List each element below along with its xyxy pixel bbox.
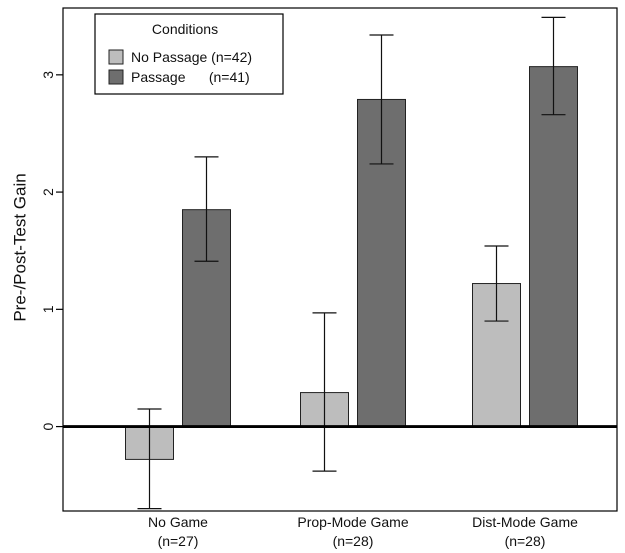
y-tick-label: 0 — [40, 422, 56, 430]
y-axis-label: Pre-/Post-Test Gain — [11, 173, 30, 321]
x-category-n: (n=28) — [333, 533, 374, 549]
bar — [529, 66, 578, 428]
legend-entry: No Passage (n=42) — [131, 49, 252, 65]
x-category-n: (n=28) — [505, 533, 546, 549]
x-category-label: No Game — [148, 514, 208, 530]
legend-swatch — [108, 69, 124, 85]
y-axis: 0 1 2 3 — [40, 71, 63, 430]
y-tick-label: 2 — [40, 188, 56, 196]
y-tick-label: 3 — [40, 71, 56, 79]
legend-title: Conditions — [152, 21, 218, 37]
x-category-label: Dist-Mode Game — [472, 514, 578, 530]
plot-frame — [62, 7, 618, 512]
x-axis-categories: No Game (n=27) Prop-Mode Game (n=28) Dist-Mo… — [148, 514, 578, 549]
x-category-n: (n=27) — [158, 533, 199, 549]
x-category-label: Prop-Mode Game — [297, 514, 408, 530]
legend-swatch — [108, 49, 124, 65]
legend-entry: Passage (n=41) — [131, 69, 250, 85]
y-tick-label: 1 — [40, 305, 56, 313]
legend-box — [94, 13, 284, 95]
plot-area — [62, 7, 618, 512]
legend: Conditions No Passage (n=42) Passage (n=4… — [94, 13, 284, 95]
